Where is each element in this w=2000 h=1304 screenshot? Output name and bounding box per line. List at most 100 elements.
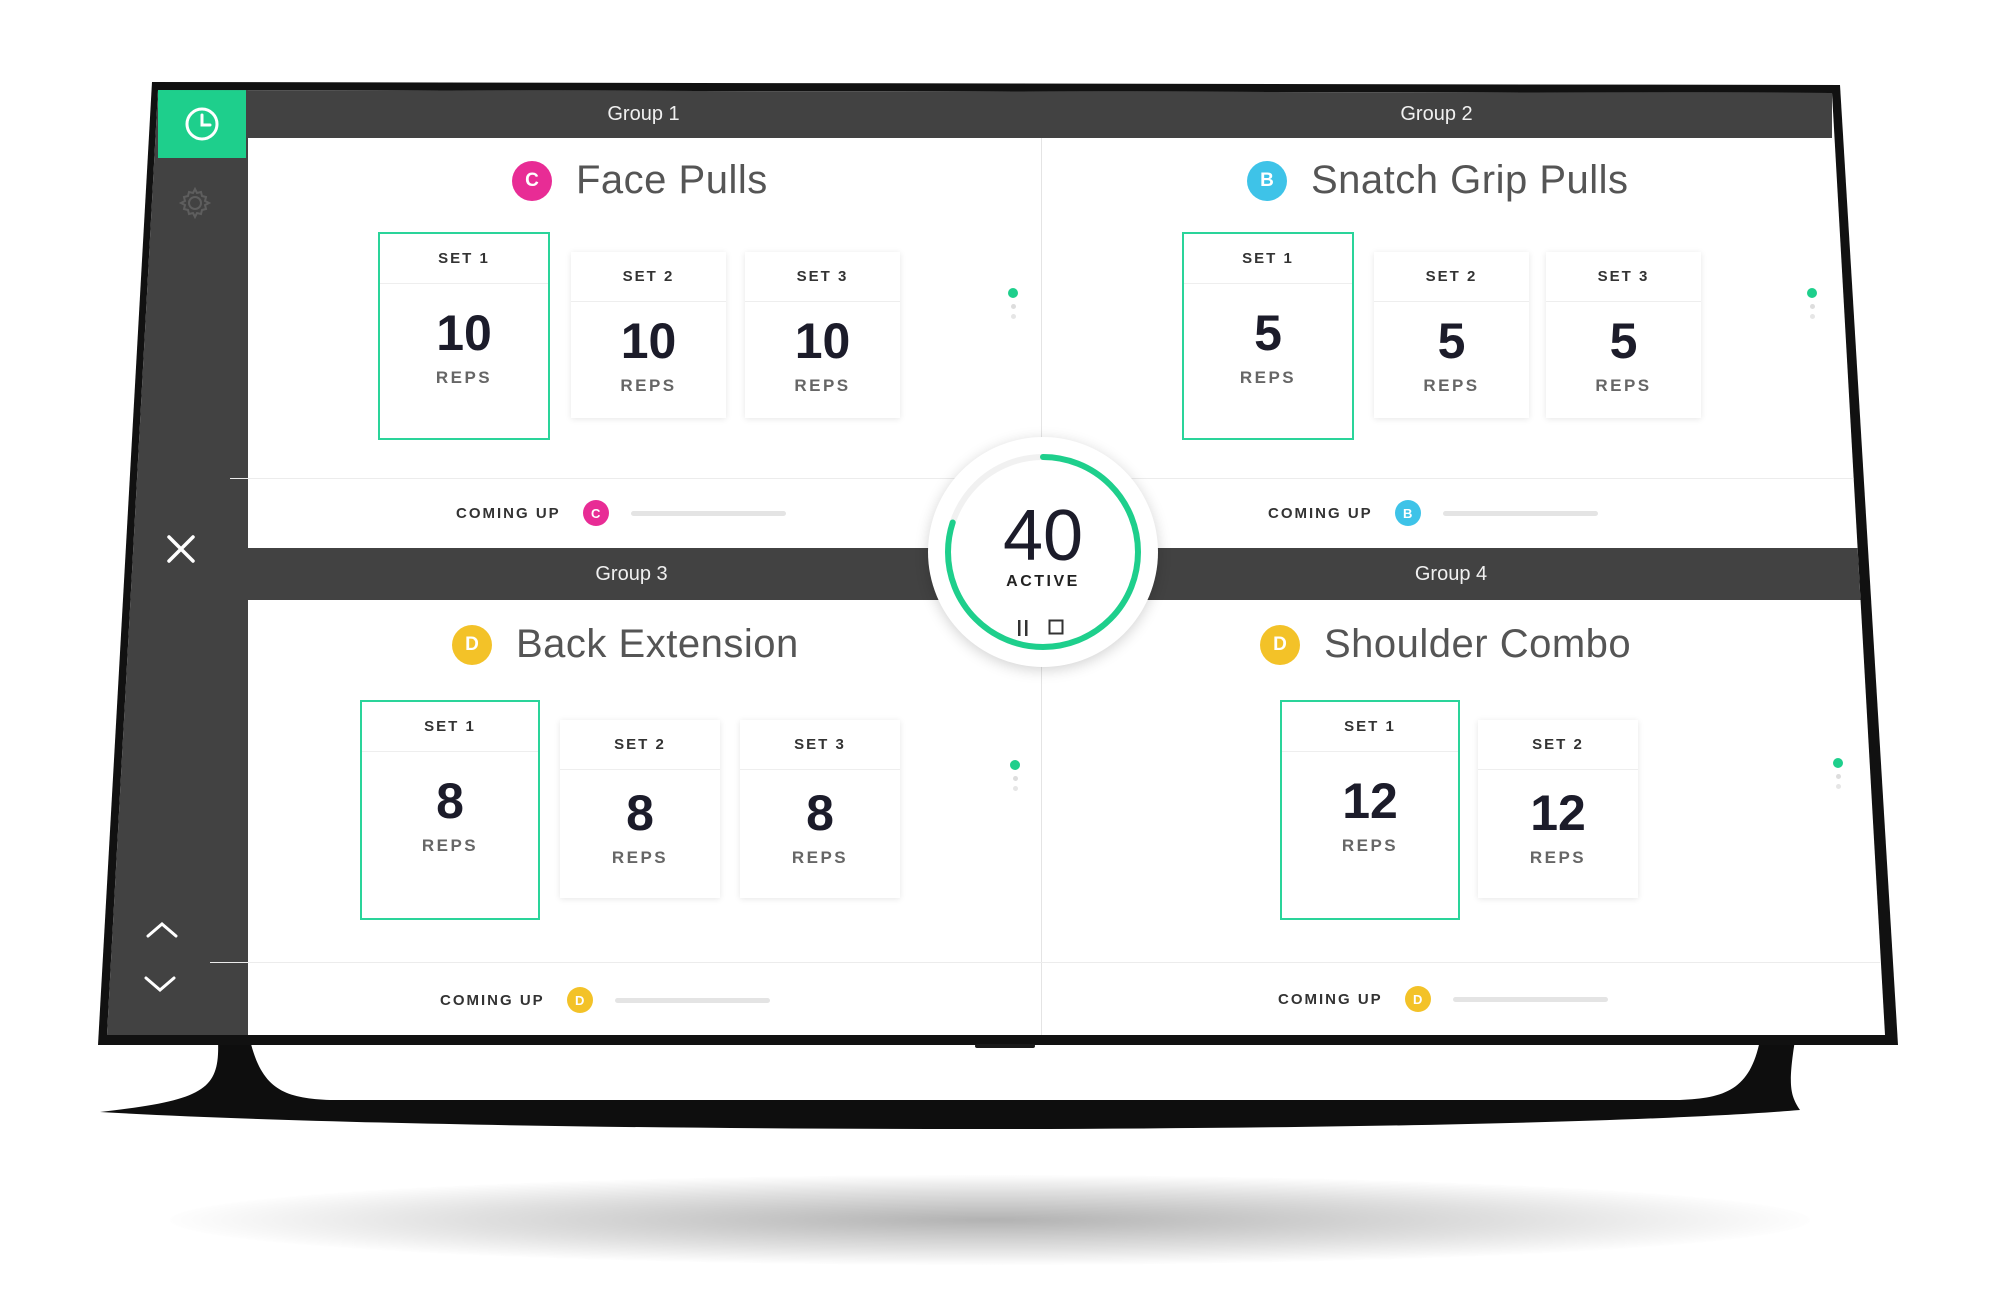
exercise-badge: B xyxy=(1247,160,1287,201)
group-title: Group 4 xyxy=(1414,562,1488,585)
set-label: SET 1 xyxy=(380,234,548,284)
divider xyxy=(230,478,1041,479)
set-card[interactable]: SET 1 8 REPS xyxy=(360,700,540,920)
set-label: SET 2 xyxy=(1374,252,1529,302)
set-card[interactable]: SET 1 5 REPS xyxy=(1182,232,1354,440)
chevron-up-icon xyxy=(146,922,178,938)
exercise-title: D Back Extension xyxy=(452,622,799,667)
set-reps: 12 xyxy=(1530,785,1586,841)
stop-icon xyxy=(1048,619,1064,635)
coming-up-label: COMING UP xyxy=(440,991,545,1009)
pause-button[interactable] xyxy=(1016,619,1040,643)
exercise-name: Snatch Grip Pulls xyxy=(1311,158,1629,202)
coming-up-badge: D xyxy=(566,987,593,1013)
set-unit: REPS xyxy=(620,376,677,395)
set-reps: 8 xyxy=(626,785,654,841)
stop-button[interactable] xyxy=(1048,619,1072,643)
exercise-title: D Shoulder Combo xyxy=(1260,622,1631,667)
set-label: SET 1 xyxy=(1184,234,1352,284)
set-card[interactable]: SET 2 10 REPS xyxy=(571,252,726,418)
set-unit: REPS xyxy=(1529,848,1587,867)
set-card[interactable]: SET 3 10 REPS xyxy=(745,252,900,418)
set-label: SET 3 xyxy=(740,720,900,770)
tv-stand-arc xyxy=(100,1040,1800,1130)
exercise-name: Back Extension xyxy=(516,622,799,666)
set-reps: 12 xyxy=(1342,773,1398,829)
settings-button[interactable] xyxy=(175,183,215,223)
coming-up-badge: C xyxy=(582,500,609,526)
set-label: SET 3 xyxy=(745,252,900,302)
close-button[interactable] xyxy=(160,528,202,570)
set-label: SET 2 xyxy=(1478,720,1638,770)
set-card[interactable]: SET 2 8 REPS xyxy=(560,720,720,898)
divider xyxy=(1041,962,1881,963)
coming-up-badge: B xyxy=(1394,500,1421,526)
tv-shadow xyxy=(170,1175,1810,1265)
page-dots xyxy=(1010,760,1020,791)
coming-up-progress xyxy=(1442,510,1598,516)
page-dots xyxy=(1833,758,1843,789)
timer-value: 40 xyxy=(1002,496,1084,576)
group-header: Group 3 xyxy=(222,548,1041,600)
scroll-down-button[interactable] xyxy=(142,966,178,1002)
exercise-title: C Face Pulls xyxy=(512,158,768,203)
set-card[interactable]: SET 3 8 REPS xyxy=(740,720,900,898)
group-header: Group 4 xyxy=(1041,548,1861,600)
page-dots xyxy=(1008,288,1018,319)
timer-progress-arc xyxy=(945,454,1141,650)
set-label: SET 1 xyxy=(1282,702,1458,752)
page-dots xyxy=(1807,288,1817,319)
coming-up-progress xyxy=(1452,996,1608,1002)
gear-icon xyxy=(178,186,212,220)
set-unit: REPS xyxy=(1423,376,1480,395)
set-unit: REPS xyxy=(421,836,479,855)
close-icon xyxy=(167,535,195,563)
exercise-name: Face Pulls xyxy=(576,158,768,202)
group-title: Group 1 xyxy=(607,102,680,125)
set-reps: 5 xyxy=(1609,313,1638,369)
group-header: Group 2 xyxy=(1041,90,1832,138)
group-header: Group 1 xyxy=(246,90,1041,138)
group-title: Group 2 xyxy=(1400,102,1473,125)
coming-up-badge: D xyxy=(1404,986,1431,1012)
set-reps: 5 xyxy=(1437,313,1466,369)
exercise-badge: C xyxy=(512,160,552,201)
exercise-badge: D xyxy=(1260,624,1300,665)
set-card[interactable]: SET 1 12 REPS xyxy=(1280,700,1460,920)
clock-icon xyxy=(185,107,219,141)
coming-up-label: COMING UP xyxy=(1278,990,1383,1008)
exercise-name: Shoulder Combo xyxy=(1324,622,1632,666)
set-card[interactable]: SET 1 10 REPS xyxy=(378,232,550,440)
workout-timer: 40 ACTIVE xyxy=(928,437,1158,667)
coming-up-row: COMING UP B xyxy=(1268,500,1598,526)
group-title: Group 3 xyxy=(595,562,668,585)
set-card[interactable]: SET 2 12 REPS xyxy=(1478,720,1638,898)
set-reps: 10 xyxy=(620,313,677,369)
scroll-up-button[interactable] xyxy=(144,912,180,948)
exercise-title: B Snatch Grip Pulls xyxy=(1247,158,1629,203)
timer-ring xyxy=(945,454,1141,650)
coming-up-row: COMING UP D xyxy=(440,987,770,1013)
chevron-down-icon xyxy=(144,976,176,992)
set-label: SET 3 xyxy=(1546,252,1701,302)
set-reps: 8 xyxy=(436,773,464,829)
set-card[interactable]: SET 3 5 REPS xyxy=(1546,252,1701,418)
set-card[interactable]: SET 2 5 REPS xyxy=(1374,252,1529,418)
timer-status: ACTIVE xyxy=(1006,573,1080,590)
set-unit: REPS xyxy=(435,368,493,387)
coming-up-progress xyxy=(614,997,770,1003)
coming-up-row: COMING UP D xyxy=(1278,986,1608,1012)
set-label: SET 2 xyxy=(571,252,726,302)
set-reps: 8 xyxy=(806,785,834,841)
set-label: SET 2 xyxy=(560,720,720,770)
set-unit: REPS xyxy=(1239,368,1297,387)
clock-button[interactable] xyxy=(158,90,246,158)
coming-up-label: COMING UP xyxy=(456,504,561,522)
divider xyxy=(210,962,1041,963)
set-unit: REPS xyxy=(791,848,849,867)
set-unit: REPS xyxy=(1595,376,1652,395)
set-unit: REPS xyxy=(1341,836,1399,855)
set-unit: REPS xyxy=(794,376,851,395)
tv-power-led xyxy=(975,1044,1035,1048)
set-reps: 10 xyxy=(436,305,492,361)
